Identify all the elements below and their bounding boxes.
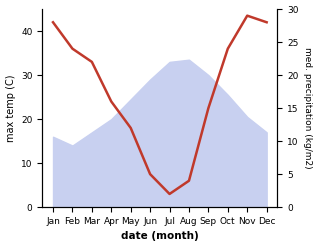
Y-axis label: max temp (C): max temp (C): [5, 74, 16, 142]
Y-axis label: med. precipitation (kg/m2): med. precipitation (kg/m2): [303, 47, 313, 169]
X-axis label: date (month): date (month): [121, 231, 199, 242]
